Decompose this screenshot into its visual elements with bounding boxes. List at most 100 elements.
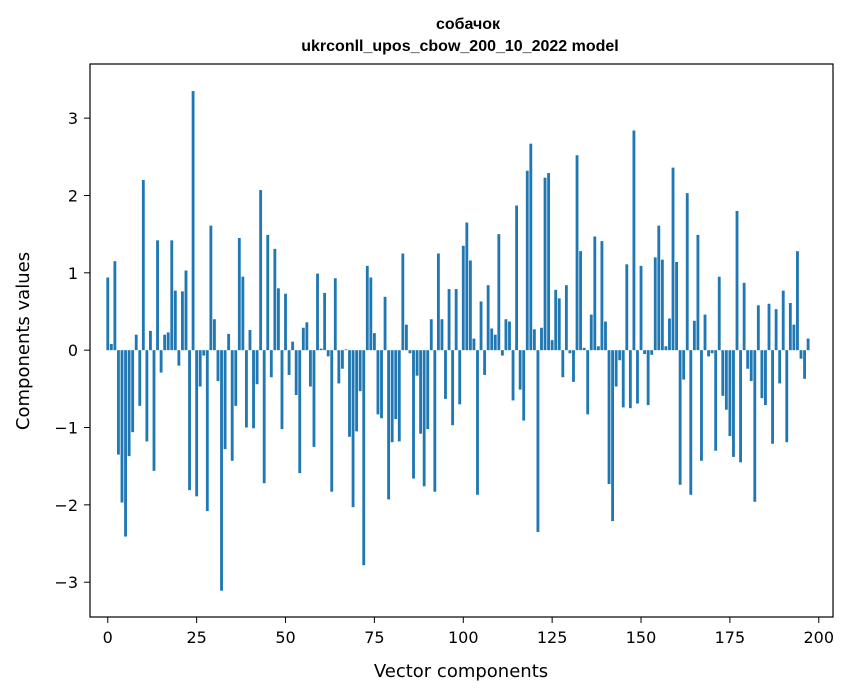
bar-145 (621, 350, 625, 408)
bar-148 (632, 130, 636, 351)
bar-110 (497, 234, 501, 351)
bar-176 (732, 350, 735, 457)
bar-150 (639, 265, 643, 351)
bar-56 (305, 322, 309, 351)
bar-95 (444, 350, 447, 399)
bar-152 (646, 350, 650, 406)
bar-91 (429, 319, 433, 351)
bar-193 (792, 324, 796, 351)
bar-144 (618, 350, 622, 361)
x-tick-label-175: 175 (715, 628, 746, 647)
x-tick-label-100: 100 (448, 628, 479, 647)
bar-169 (707, 350, 710, 357)
bar-45 (266, 234, 270, 351)
bar-47 (273, 248, 277, 351)
bar-63 (330, 350, 334, 492)
bar-105 (479, 301, 483, 351)
bar-151 (643, 350, 646, 355)
bar-18 (170, 240, 174, 351)
bar-97 (451, 350, 455, 426)
bar-138 (596, 346, 600, 351)
bar-61 (323, 292, 327, 351)
bar-82 (397, 350, 401, 442)
bar-59 (316, 273, 319, 351)
y-tick-label--2: −2 (54, 496, 78, 515)
bar-33 (223, 350, 227, 450)
bar-41 (252, 350, 255, 429)
bar-26 (198, 350, 202, 387)
plot-frame (89, 63, 834, 618)
bar-70 (355, 350, 359, 432)
x-tick-label-0: 0 (103, 628, 113, 647)
bar-4 (120, 350, 124, 503)
bar-149 (636, 350, 639, 404)
bar-153 (650, 350, 654, 355)
bar-108 (490, 328, 494, 351)
bar-125 (550, 340, 554, 351)
bar-81 (394, 350, 398, 419)
bar-52 (291, 341, 295, 351)
bar-8 (134, 334, 138, 351)
bar-168 (703, 314, 707, 351)
bar-140 (604, 321, 607, 351)
bar-156 (660, 259, 664, 351)
bar-187 (771, 350, 774, 444)
bar-64 (333, 278, 337, 351)
bar-160 (675, 262, 678, 351)
bar-90 (426, 350, 430, 430)
x-tick-label-125: 125 (537, 628, 568, 647)
bar-75 (372, 333, 376, 351)
bar-195 (799, 350, 803, 359)
bar-162 (682, 350, 686, 380)
bar-114 (511, 350, 515, 401)
bar-44 (262, 350, 266, 484)
bar-76 (376, 350, 380, 415)
bar-180 (746, 350, 750, 369)
bar-166 (696, 234, 700, 351)
bar-57 (308, 350, 312, 387)
bar-36 (234, 350, 238, 406)
bar-172 (717, 276, 721, 351)
bar-132 (575, 155, 579, 351)
bar-5 (124, 350, 127, 537)
bar-104 (476, 350, 479, 495)
bar-86 (412, 350, 415, 479)
bar-192 (788, 302, 792, 351)
bar-163 (685, 193, 689, 351)
bar-43 (259, 190, 263, 351)
bar-170 (710, 350, 714, 354)
x-tick-label-50: 50 (275, 628, 295, 647)
bar-99 (458, 350, 462, 405)
bar-15 (159, 350, 163, 373)
chart-subtitle: ukrconll_upos_cbow_200_10_2022 model (301, 38, 618, 55)
bar-165 (692, 320, 696, 351)
y-tick-label--3: −3 (54, 573, 78, 592)
bar-146 (625, 264, 629, 351)
bar-191 (785, 350, 789, 443)
bar-135 (586, 350, 590, 415)
y-axis: −3 −2 −1 0 1 2 3 (54, 109, 90, 592)
bar-35 (230, 350, 234, 461)
bar-137 (593, 236, 597, 351)
bars-group (106, 91, 810, 591)
bar-113 (508, 321, 511, 351)
bar-118 (525, 170, 529, 351)
bar-16 (163, 334, 167, 351)
bar-80 (390, 350, 394, 443)
bar-42 (255, 350, 259, 385)
y-tick-label-3: 3 (68, 109, 78, 128)
bar-119 (529, 143, 533, 351)
bar-177 (735, 210, 739, 351)
bar-20 (177, 350, 181, 366)
bar-96 (447, 289, 451, 351)
bar-124 (547, 173, 551, 351)
bar-3 (117, 350, 120, 455)
bar-147 (628, 350, 632, 409)
bar-89 (422, 350, 426, 487)
bar-14 (156, 240, 159, 351)
bar-133 (579, 251, 583, 351)
bar-154 (653, 257, 657, 351)
bar-60 (319, 348, 323, 351)
bar-159 (671, 167, 675, 351)
bar-130 (568, 350, 572, 354)
